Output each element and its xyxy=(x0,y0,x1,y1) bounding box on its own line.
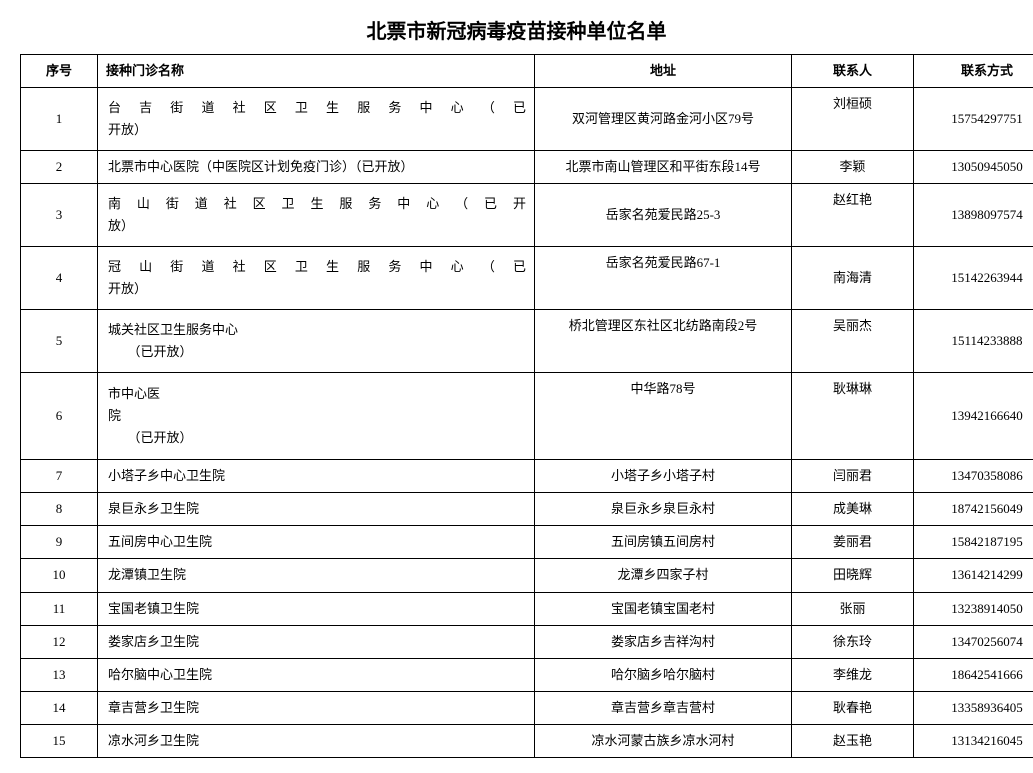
cell-contact: 耿琳琳 xyxy=(792,373,914,460)
vaccination-units-table: 序号 接种门诊名称 地址 联系人 联系方式 1台吉街道社区卫生服务中心（已开放）… xyxy=(20,54,1033,758)
cell-seq: 9 xyxy=(21,526,98,559)
col-header-contact: 联系人 xyxy=(792,55,914,88)
cell-seq: 5 xyxy=(21,310,98,373)
cell-address: 北票市南山管理区和平街东段14号 xyxy=(535,151,792,184)
cell-phone: 15114233888 xyxy=(914,310,1033,373)
cell-contact: 耿春艳 xyxy=(792,691,914,724)
table-row: 9五间房中心卫生院五间房镇五间房村姜丽君15842187195 xyxy=(21,526,1033,559)
cell-phone: 15754297751 xyxy=(914,88,1033,151)
cell-name: 章吉营乡卫生院 xyxy=(98,691,535,724)
col-header-name: 接种门诊名称 xyxy=(98,55,535,88)
table-row: 6市中心医院（已开放）中华路78号耿琳琳13942166640 xyxy=(21,373,1033,460)
cell-phone: 15142263944 xyxy=(914,247,1033,310)
cell-address: 章吉营乡章吉营村 xyxy=(535,691,792,724)
cell-phone: 13614214299 xyxy=(914,559,1033,592)
cell-address: 中华路78号 xyxy=(535,373,792,460)
table-row: 8泉巨永乡卫生院泉巨永乡泉巨永村成美琳18742156049 xyxy=(21,493,1033,526)
table-row: 13哈尔脑中心卫生院哈尔脑乡哈尔脑村李维龙18642541666 xyxy=(21,658,1033,691)
table-row: 14章吉营乡卫生院章吉营乡章吉营村耿春艳13358936405 xyxy=(21,691,1033,724)
cell-address: 娄家店乡吉祥沟村 xyxy=(535,625,792,658)
cell-name: 娄家店乡卫生院 xyxy=(98,625,535,658)
cell-seq: 2 xyxy=(21,151,98,184)
cell-seq: 6 xyxy=(21,373,98,460)
cell-contact: 成美琳 xyxy=(792,493,914,526)
table-row: 12娄家店乡卫生院娄家店乡吉祥沟村徐东玲13470256074 xyxy=(21,625,1033,658)
cell-seq: 3 xyxy=(21,184,98,247)
cell-name: 凉水河乡卫生院 xyxy=(98,724,535,757)
cell-contact: 李维龙 xyxy=(792,658,914,691)
cell-seq: 4 xyxy=(21,247,98,310)
cell-address: 双河管理区黄河路金河小区79号 xyxy=(535,88,792,151)
cell-address: 岳家名苑爱民路67-1 xyxy=(535,247,792,310)
table-row: 3南山街道社区卫生服务中心（已开放）岳家名苑爱民路25-3赵红艳13898097… xyxy=(21,184,1033,247)
cell-contact: 姜丽君 xyxy=(792,526,914,559)
cell-contact: 吴丽杰 xyxy=(792,310,914,373)
cell-phone: 15842187195 xyxy=(914,526,1033,559)
cell-contact: 徐东玲 xyxy=(792,625,914,658)
cell-contact: 李颖 xyxy=(792,151,914,184)
cell-phone: 13470358086 xyxy=(914,460,1033,493)
cell-address: 五间房镇五间房村 xyxy=(535,526,792,559)
cell-name: 龙潭镇卫生院 xyxy=(98,559,535,592)
cell-address: 桥北管理区东社区北纺路南段2号 xyxy=(535,310,792,373)
table-row: 15凉水河乡卫生院凉水河蒙古族乡凉水河村赵玉艳13134216045 xyxy=(21,724,1033,757)
cell-phone: 13358936405 xyxy=(914,691,1033,724)
cell-name: 城关社区卫生服务中心（已开放） xyxy=(98,310,535,373)
cell-contact: 张丽 xyxy=(792,592,914,625)
cell-phone: 13942166640 xyxy=(914,373,1033,460)
cell-phone: 13050945050 xyxy=(914,151,1033,184)
cell-address: 泉巨永乡泉巨永村 xyxy=(535,493,792,526)
page-title: 北票市新冠病毒疫苗接种单位名单 xyxy=(20,15,1013,44)
cell-seq: 8 xyxy=(21,493,98,526)
col-header-phone: 联系方式 xyxy=(914,55,1033,88)
cell-contact: 南海清 xyxy=(792,247,914,310)
cell-address: 宝国老镇宝国老村 xyxy=(535,592,792,625)
cell-name: 小塔子乡中心卫生院 xyxy=(98,460,535,493)
table-row: 7小塔子乡中心卫生院小塔子乡小塔子村闫丽君13470358086 xyxy=(21,460,1033,493)
cell-address: 龙潭乡四家子村 xyxy=(535,559,792,592)
cell-name: 五间房中心卫生院 xyxy=(98,526,535,559)
cell-name: 北票市中心医院（中医院区计划免疫门诊）（已开放） xyxy=(98,151,535,184)
col-header-addr: 地址 xyxy=(535,55,792,88)
cell-phone: 13470256074 xyxy=(914,625,1033,658)
table-body: 1台吉街道社区卫生服务中心（已开放）双河管理区黄河路金河小区79号刘桓硕1575… xyxy=(21,88,1033,758)
cell-name: 哈尔脑中心卫生院 xyxy=(98,658,535,691)
cell-phone: 13238914050 xyxy=(914,592,1033,625)
cell-seq: 13 xyxy=(21,658,98,691)
cell-seq: 14 xyxy=(21,691,98,724)
cell-seq: 12 xyxy=(21,625,98,658)
table-row: 2北票市中心医院（中医院区计划免疫门诊）（已开放）北票市南山管理区和平街东段14… xyxy=(21,151,1033,184)
cell-name: 台吉街道社区卫生服务中心（已开放） xyxy=(98,88,535,151)
cell-phone: 18742156049 xyxy=(914,493,1033,526)
col-header-seq: 序号 xyxy=(21,55,98,88)
cell-contact: 闫丽君 xyxy=(792,460,914,493)
cell-name: 泉巨永乡卫生院 xyxy=(98,493,535,526)
table-row: 10龙潭镇卫生院龙潭乡四家子村田晓辉13614214299 xyxy=(21,559,1033,592)
cell-seq: 11 xyxy=(21,592,98,625)
cell-name: 宝国老镇卫生院 xyxy=(98,592,535,625)
cell-name: 南山街道社区卫生服务中心（已开放） xyxy=(98,184,535,247)
cell-name: 冠山街道社区卫生服务中心（已开放） xyxy=(98,247,535,310)
cell-phone: 13134216045 xyxy=(914,724,1033,757)
cell-address: 凉水河蒙古族乡凉水河村 xyxy=(535,724,792,757)
table-row: 4冠山街道社区卫生服务中心（已开放）岳家名苑爱民路67-1南海清15142263… xyxy=(21,247,1033,310)
cell-contact: 赵玉艳 xyxy=(792,724,914,757)
cell-phone: 18642541666 xyxy=(914,658,1033,691)
table-row: 1台吉街道社区卫生服务中心（已开放）双河管理区黄河路金河小区79号刘桓硕1575… xyxy=(21,88,1033,151)
table-row: 11宝国老镇卫生院宝国老镇宝国老村张丽13238914050 xyxy=(21,592,1033,625)
cell-name: 市中心医院（已开放） xyxy=(98,373,535,460)
cell-seq: 10 xyxy=(21,559,98,592)
cell-address: 小塔子乡小塔子村 xyxy=(535,460,792,493)
cell-seq: 1 xyxy=(21,88,98,151)
cell-seq: 15 xyxy=(21,724,98,757)
cell-contact: 刘桓硕 xyxy=(792,88,914,151)
table-header-row: 序号 接种门诊名称 地址 联系人 联系方式 xyxy=(21,55,1033,88)
cell-address: 岳家名苑爱民路25-3 xyxy=(535,184,792,247)
cell-address: 哈尔脑乡哈尔脑村 xyxy=(535,658,792,691)
cell-phone: 13898097574 xyxy=(914,184,1033,247)
table-row: 5城关社区卫生服务中心（已开放）桥北管理区东社区北纺路南段2号吴丽杰151142… xyxy=(21,310,1033,373)
cell-seq: 7 xyxy=(21,460,98,493)
cell-contact: 赵红艳 xyxy=(792,184,914,247)
cell-contact: 田晓辉 xyxy=(792,559,914,592)
